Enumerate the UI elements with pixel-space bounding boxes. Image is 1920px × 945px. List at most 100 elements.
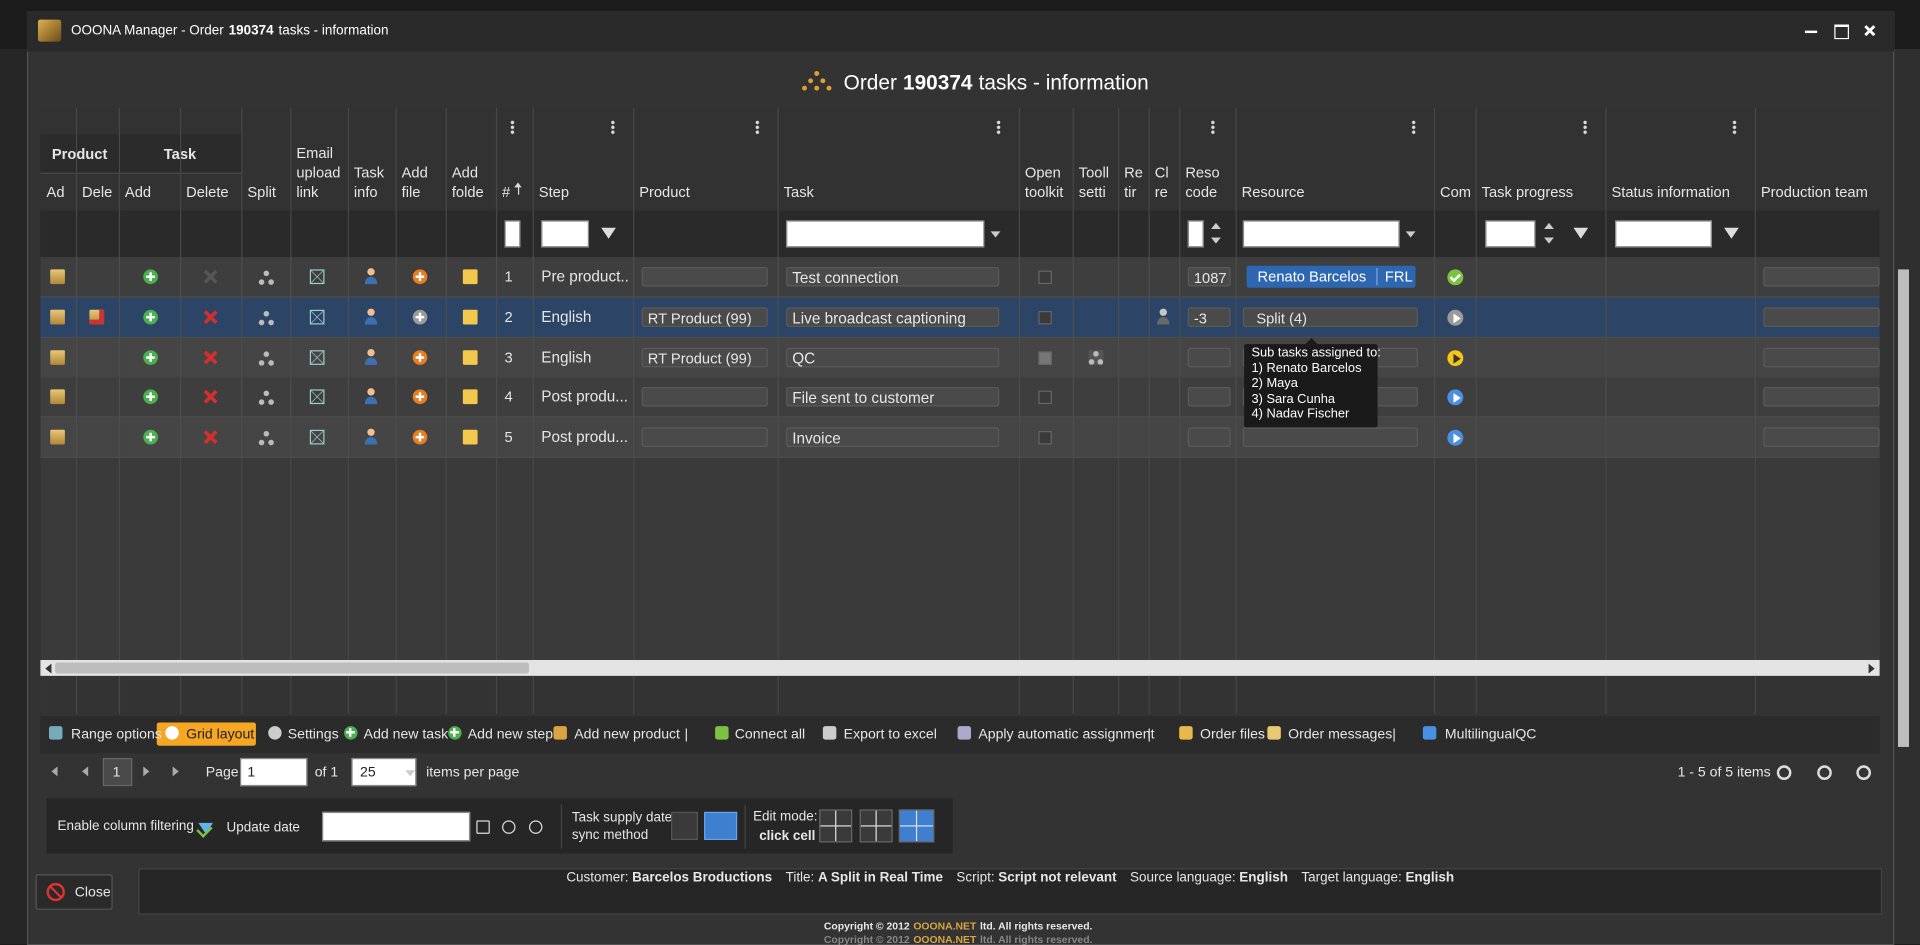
resource-pill[interactable]: Renato Barcelos FRL [1246,265,1416,288]
scroll-right[interactable] [1868,663,1875,674]
pager-nav[interactable] [51,766,58,777]
spinner-up[interactable] [1211,222,1221,229]
pager-tool[interactable] [1817,765,1832,781]
filter-button[interactable] [1573,227,1589,239]
spinner-down[interactable] [1211,237,1221,244]
split-icon[interactable] [257,268,274,285]
column-menu[interactable] [996,120,1000,135]
column-header[interactable]: Add folde [451,164,484,201]
add-file-icon[interactable] [412,269,428,285]
add-task-icon[interactable] [143,309,158,325]
email-upload-icon[interactable] [309,269,325,285]
toolbar-icon[interactable] [1266,725,1281,739]
page-input[interactable]: 1 [240,757,308,787]
add-file-icon[interactable] [412,350,428,365]
split-icon[interactable] [257,388,274,405]
filter-input[interactable] [541,220,589,248]
date-tool[interactable] [528,819,542,834]
column-header[interactable]: Task progress [1481,183,1574,201]
pager-nav[interactable] [172,766,179,777]
filter-input[interactable] [1187,220,1204,248]
h-scroll-thumb[interactable] [55,662,529,674]
dropdown-arrow[interactable] [990,231,1001,238]
split-icon[interactable] [257,349,274,366]
column-header[interactable]: Cl re [1154,164,1169,201]
column-menu[interactable] [1582,120,1587,135]
toolbar-icon[interactable] [267,725,282,739]
open-toolkit-checkbox[interactable] [1037,270,1052,284]
column-header[interactable]: Open toolkit [1024,164,1064,201]
delete-task-icon[interactable] [202,268,219,285]
toolbar-button[interactable]: Add new task [363,727,449,743]
pager-tool[interactable] [1776,765,1792,781]
toolbar-button[interactable]: MultilingualQC [1444,727,1537,743]
edit-mode-option[interactable] [859,809,893,843]
task-info-icon[interactable] [362,388,379,405]
open-toolkit-checkbox[interactable] [1037,310,1052,324]
email-upload-icon[interactable] [309,389,325,405]
column-header[interactable]: Reso code [1185,164,1220,201]
column-header[interactable]: Step [538,183,570,201]
column-header[interactable]: Status information [1611,183,1730,201]
split-icon[interactable] [257,309,274,326]
add-file-icon[interactable] [412,309,428,325]
delete-task-icon[interactable] [202,309,219,326]
task-info-icon[interactable] [362,348,379,366]
filter-input[interactable] [1615,220,1712,248]
open-toolkit-checkbox[interactable] [1037,430,1052,444]
spinner-up[interactable] [1544,222,1554,229]
column-header[interactable]: Com [1440,183,1472,201]
sync-option[interactable] [671,811,698,841]
delete-task-icon[interactable] [202,388,219,405]
update-date-input[interactable] [322,811,471,842]
email-upload-icon[interactable] [309,350,325,365]
column-header[interactable]: Add [124,183,152,201]
filter-input[interactable] [504,220,521,248]
date-tool[interactable] [501,819,515,834]
date-tool[interactable] [475,819,490,834]
task-info-icon[interactable] [362,268,379,285]
column-header[interactable]: Resource [1241,183,1305,201]
filter-input[interactable] [1485,220,1536,248]
close-window-button[interactable] [1863,24,1877,38]
split-icon[interactable] [257,429,274,446]
toolbar-icon[interactable] [822,725,836,739]
column-header[interactable]: Email upload link [296,144,341,201]
email-upload-icon[interactable] [309,429,325,445]
pager-nav[interactable] [82,766,89,777]
column-header[interactable]: Task info [353,164,385,201]
open-toolkit-checkbox[interactable] [1037,390,1052,404]
filter-button[interactable] [1724,227,1739,239]
column-header[interactable]: Tooll setti [1078,164,1110,201]
toolbar-button[interactable]: Range options [71,727,162,743]
toolbar-button[interactable]: Add new step [467,727,554,743]
toolbar-icon[interactable] [714,725,728,739]
toolbar-icon[interactable] [164,725,179,739]
close-button[interactable]: Close [35,874,113,910]
toolbar-button[interactable]: Export to excel [843,727,937,743]
minimize-button[interactable] [1804,30,1818,34]
column-header[interactable]: Add file [401,164,428,201]
toolbar-icon[interactable] [1178,725,1193,739]
toolbar-icon[interactable] [1422,725,1436,739]
column-header[interactable]: Production team [1760,183,1868,201]
toolbar-icon[interactable] [447,725,462,739]
scroll-left[interactable] [45,663,52,674]
add-folder-icon[interactable] [462,350,478,365]
maximize-button[interactable] [1834,24,1849,40]
delete-task-icon[interactable] [202,429,219,446]
delete-task-icon[interactable] [202,349,219,366]
column-header[interactable]: Product [639,183,690,201]
task-info-icon[interactable] [362,428,379,446]
task-info-icon[interactable] [362,308,379,326]
toolbar-button[interactable]: Add new product [574,727,680,743]
column-menu[interactable] [1411,120,1415,135]
add-task-icon[interactable] [143,429,158,445]
column-filter-toggle[interactable] [198,822,214,834]
column-header[interactable]: Ad [46,183,65,201]
toolbar-icon[interactable] [956,725,971,739]
column-header[interactable]: Task [783,183,814,201]
pager-nav[interactable] [143,766,150,777]
column-header[interactable]: Delete [186,183,229,201]
spinner-down[interactable] [1544,237,1554,244]
